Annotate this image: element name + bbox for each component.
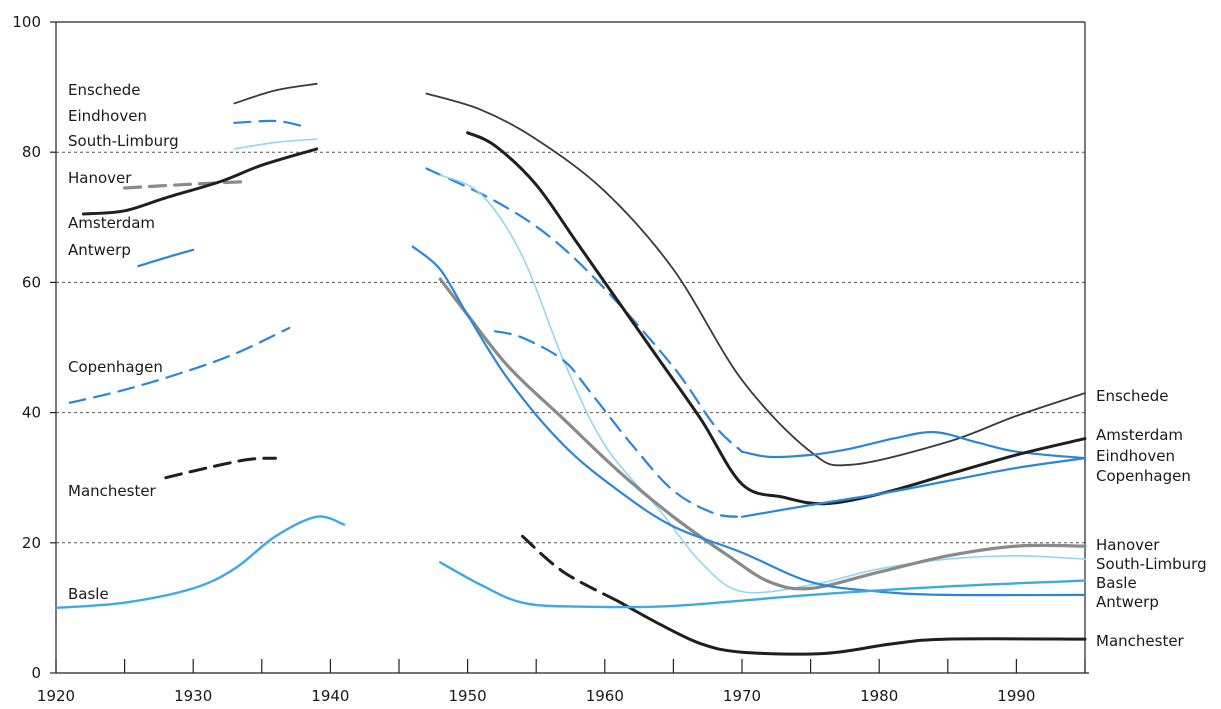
series-eindhoven bbox=[233, 119, 1087, 460]
series-basle bbox=[54, 515, 1087, 610]
series-antwerp bbox=[137, 245, 1087, 597]
series-line-basle-1 bbox=[54, 515, 346, 610]
right-label-antwerp: Antwerp bbox=[1096, 593, 1159, 611]
series-line-copenhagen-1 bbox=[68, 326, 291, 404]
left-label-eindhoven: Eindhoven bbox=[68, 107, 147, 125]
series-line-enschede-1 bbox=[233, 82, 318, 105]
series-line-enschede-2 bbox=[425, 92, 1086, 467]
left-label-amsterdam: Amsterdam bbox=[68, 214, 155, 232]
series-line-eindhoven-2 bbox=[425, 167, 744, 453]
y-tick-label-40: 40 bbox=[22, 404, 41, 422]
x-tick-label-1940: 1940 bbox=[311, 687, 349, 705]
left-label-basle: Basle bbox=[68, 585, 109, 603]
x-tick-label-1950: 1950 bbox=[449, 687, 487, 705]
series-hanover bbox=[123, 179, 1087, 591]
x-tick-label-1980: 1980 bbox=[860, 687, 898, 705]
right-label-manchester: Manchester bbox=[1096, 632, 1185, 650]
series-line-antwerp-2 bbox=[411, 245, 1087, 597]
series-line-manchester-1 bbox=[164, 456, 277, 480]
right-label-amsterdam: Amsterdam bbox=[1096, 426, 1183, 444]
series-amsterdam bbox=[81, 131, 1087, 506]
series-south-limburg bbox=[233, 138, 1086, 594]
series-line-basle-2 bbox=[439, 561, 1087, 609]
y-tick-label-100: 100 bbox=[12, 13, 41, 31]
y-tick-label-20: 20 bbox=[22, 534, 41, 552]
right-label-copenhagen: Copenhagen bbox=[1096, 467, 1191, 485]
left-label-antwerp: Antwerp bbox=[68, 241, 131, 259]
series-line-eindhoven-1 bbox=[233, 119, 305, 128]
y-tick-label-0: 0 bbox=[31, 664, 41, 682]
series-manchester bbox=[164, 456, 1087, 656]
x-tick-label-1920: 1920 bbox=[37, 687, 75, 705]
series-line-amsterdam-1 bbox=[81, 147, 319, 216]
series-lines bbox=[54, 82, 1087, 656]
series-enschede bbox=[233, 82, 1086, 467]
series-line-copenhagen-2 bbox=[493, 330, 744, 518]
series-copenhagen bbox=[68, 326, 1087, 518]
left-label-copenhagen: Copenhagen bbox=[68, 358, 163, 376]
series-line-hanover-2 bbox=[438, 277, 1087, 591]
x-tick-label-1960: 1960 bbox=[586, 687, 624, 705]
series-line-south-limburg-2 bbox=[439, 174, 1086, 594]
left-label-enschede: Enschede bbox=[68, 81, 141, 99]
axes bbox=[55, 21, 1089, 674]
series-line-antwerp-1 bbox=[137, 248, 195, 268]
series-line-hanover-1 bbox=[123, 179, 250, 190]
right-label-eindhoven: Eindhoven bbox=[1096, 447, 1175, 465]
right-label-hanover: Hanover bbox=[1096, 536, 1160, 554]
left-label-manchester: Manchester bbox=[68, 482, 157, 500]
series-line-amsterdam-2 bbox=[466, 131, 1087, 506]
series-line-copenhagen-3 bbox=[740, 457, 1087, 518]
series-line-south-limburg-1 bbox=[233, 138, 318, 150]
x-tick-label-1990: 1990 bbox=[997, 687, 1035, 705]
y-tick-label-80: 80 bbox=[22, 143, 41, 161]
right-label-south-limburg: South-Limburg bbox=[1096, 555, 1207, 573]
x-tick-label-1970: 1970 bbox=[723, 687, 761, 705]
left-label-south-limburg: South-Limburg bbox=[68, 132, 179, 150]
right-label-enschede: Enschede bbox=[1096, 387, 1169, 405]
series-line-manchester-2 bbox=[521, 534, 620, 603]
left-label-hanover: Hanover bbox=[68, 169, 132, 187]
series-line-eindhoven-3 bbox=[740, 430, 1087, 460]
axis-ticks: 1920 1930 1940 1950 1960 1970 1980 1990 0 20 40 60 8… bbox=[12, 13, 1086, 705]
series-labels: EnschedeEindhovenSouth-LimburgHanoverAms… bbox=[68, 81, 1207, 650]
x-tick-label-1930: 1930 bbox=[174, 687, 212, 705]
y-tick-label-60: 60 bbox=[22, 273, 41, 291]
right-label-basle: Basle bbox=[1096, 574, 1137, 592]
series-line-manchester-3 bbox=[617, 599, 1087, 656]
